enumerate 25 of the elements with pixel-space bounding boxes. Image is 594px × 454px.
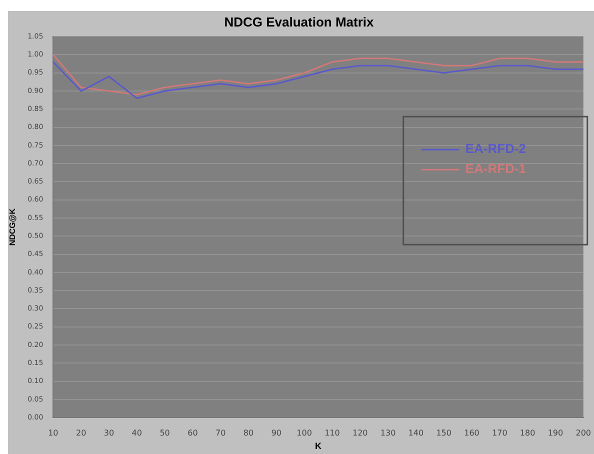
chart-title: NDCG Evaluation Matrix [224,14,375,30]
x-tick-label: 110 [324,428,340,438]
x-tick-label: 200 [576,428,592,438]
x-tick-label: 70 [216,428,226,438]
legend-label: EA-RFD-2 [465,141,526,156]
x-tick-label: 190 [548,428,564,438]
x-tick-label: 150 [436,428,452,438]
x-tick-label: 180 [520,428,536,438]
x-tick-label: 60 [188,428,198,438]
x-axis-title: K [315,441,322,452]
x-tick-label: 80 [243,428,254,438]
x-tick-label: 10 [48,428,58,438]
x-tick-label: 170 [492,428,508,438]
x-tick-label: 100 [296,428,312,438]
x-tick-label: 40 [132,428,142,438]
x-tick-label: 140 [408,428,424,438]
x-tick-label: 20 [76,428,86,438]
x-tick-label: 130 [380,428,396,438]
legend-label: EA-RFD-1 [465,161,526,176]
x-tick-label: 50 [160,428,170,438]
x-tick-label: 120 [352,428,368,438]
x-tick-label: 90 [271,428,282,438]
y-axis-title: NDCG@K [8,208,18,246]
x-tick-label: 30 [104,428,114,438]
x-tick-label: 160 [464,428,480,438]
